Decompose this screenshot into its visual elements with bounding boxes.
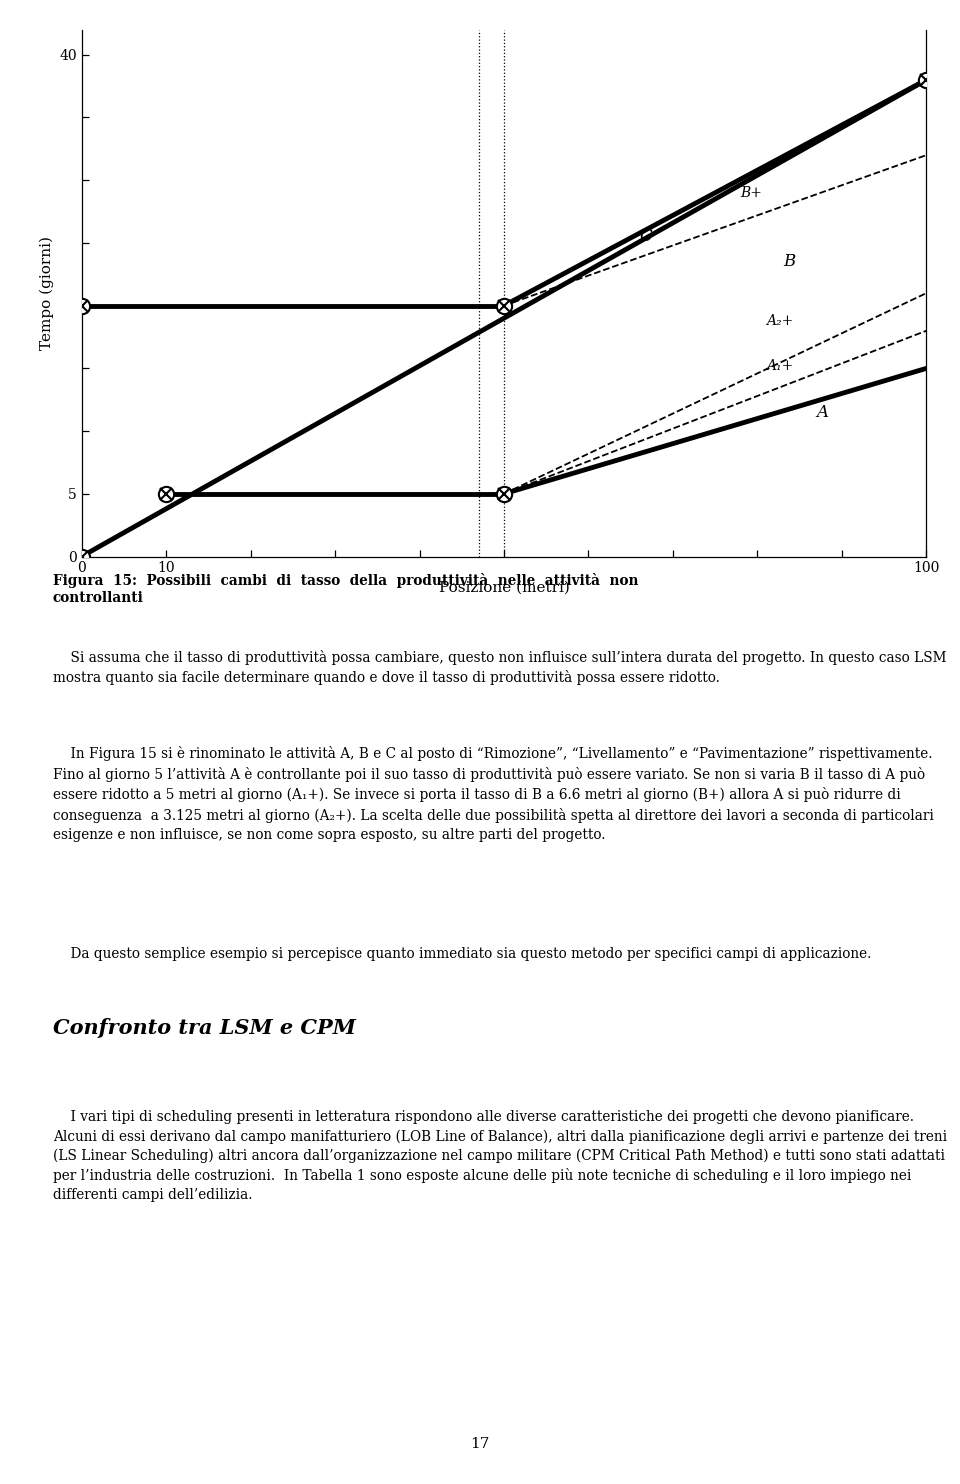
Text: Si assuma che il tasso di produttività possa cambiare, questo non influisce sull: Si assuma che il tasso di produttività p… [53,650,947,686]
Text: A₂+: A₂+ [766,313,793,328]
Text: C: C [639,229,652,245]
Text: B: B [782,254,795,270]
Text: Da questo semplice esempio si percepisce quanto immediato sia questo metodo per : Da questo semplice esempio si percepisce… [53,947,871,960]
Y-axis label: Tempo (giorni): Tempo (giorni) [39,236,54,350]
Text: I vari tipi di scheduling presenti in letteratura rispondono alle diverse caratt: I vari tipi di scheduling presenti in le… [53,1110,947,1202]
Text: Figura  15:  Possibili  cambi  di  tasso  della  produttività  nelle  attività  : Figura 15: Possibili cambi di tasso dell… [53,573,638,605]
Text: A: A [817,404,828,421]
Text: Confronto tra LSM e CPM: Confronto tra LSM e CPM [53,1018,355,1037]
X-axis label: Posizione (metri): Posizione (metri) [439,580,569,595]
Text: A₁+: A₁+ [766,359,793,372]
Text: In Figura 15 si è rinominato le attività A, B e C al posto di “Rimozione”, “Live: In Figura 15 si è rinominato le attività… [53,746,934,841]
Text: 17: 17 [470,1438,490,1451]
Text: B+: B+ [740,186,762,200]
